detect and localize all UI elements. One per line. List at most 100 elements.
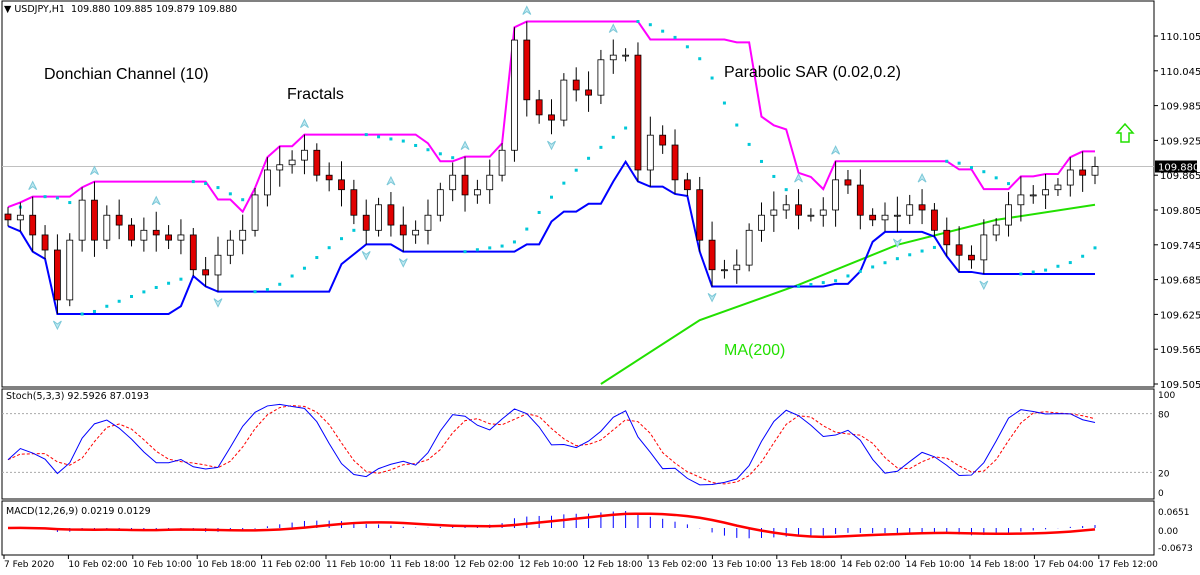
- bull-candle: [239, 229, 247, 241]
- sar-dot: [401, 139, 405, 143]
- sar-dot: [204, 181, 208, 185]
- bull-candle: [276, 164, 284, 171]
- sar-dot: [685, 45, 689, 49]
- bear-candle: [325, 174, 333, 181]
- time-tick-label: 12 Feb 18:00: [584, 560, 643, 570]
- fractal-up-icon: [831, 145, 841, 155]
- bull-candle: [745, 229, 753, 266]
- dropdown-triangle-icon[interactable]: ▼: [4, 4, 12, 15]
- sar-dot: [636, 20, 640, 23]
- bull-candle: [622, 54, 630, 57]
- sar-dot: [994, 176, 998, 180]
- time-tick-label: 11 Feb 18:00: [390, 560, 449, 570]
- time-tick-label: 14 Feb 10:00: [906, 560, 965, 570]
- fractal-up-icon: [300, 118, 309, 128]
- bear-candle: [1079, 169, 1087, 176]
- sar-dot: [438, 152, 442, 156]
- stoch-main-line: [7, 403, 1096, 486]
- bear-candle: [399, 224, 407, 236]
- sar-dot: [105, 304, 109, 308]
- sar-dot: [871, 265, 875, 269]
- stoch-tick-label: 20: [1158, 469, 1170, 479]
- macd-tick-label: 0.00: [1158, 527, 1178, 537]
- bull-candle: [733, 264, 741, 271]
- bull-candle: [1091, 166, 1099, 176]
- bull-candle: [226, 239, 234, 256]
- time-tick-label: 10 Feb 18:00: [197, 560, 256, 570]
- sar-dot: [142, 290, 146, 294]
- sar-dot: [253, 290, 257, 294]
- bear-candle: [4, 213, 12, 221]
- fractal-up-icon: [522, 5, 532, 15]
- fractal-up-icon: [90, 165, 99, 175]
- sar-dot: [167, 281, 171, 285]
- sar-dot: [55, 196, 59, 200]
- sar-dot: [426, 148, 430, 152]
- sar-dot: [550, 195, 553, 199]
- bear-candle: [115, 214, 123, 226]
- bull-candle: [436, 189, 444, 216]
- time-tick-label: 11 Feb 10:00: [326, 560, 385, 570]
- bull-candle: [78, 199, 86, 241]
- sar-dot: [537, 210, 541, 214]
- sar-dot: [525, 227, 529, 231]
- bull-candle: [819, 209, 827, 216]
- bull-candle: [992, 224, 1000, 236]
- bear-candle: [943, 229, 951, 246]
- bear-candle: [572, 79, 580, 91]
- bear-candle: [165, 234, 172, 241]
- stoch-signal-line: [7, 405, 1096, 485]
- sar-dot: [908, 253, 912, 257]
- sar-dot: [377, 135, 381, 139]
- bull-candle: [807, 214, 815, 217]
- sar-dot: [846, 274, 850, 278]
- bear-candle: [41, 234, 49, 251]
- fractal-up-icon: [151, 195, 161, 206]
- sar-dot: [932, 245, 936, 249]
- fractals-annotation: Fractals: [287, 86, 344, 103]
- sar-dot: [364, 133, 368, 137]
- price-tick-label: 109.985: [1160, 102, 1200, 113]
- fractal-up-icon: [28, 180, 38, 191]
- fractal-down-icon: [361, 250, 371, 261]
- bull-candle: [424, 214, 432, 231]
- bull-candle: [263, 169, 271, 196]
- fractal-up-icon: [608, 23, 618, 33]
- fractal-down-icon: [213, 298, 223, 308]
- fractal-down-icon: [52, 320, 62, 331]
- sar-dot: [228, 192, 232, 196]
- time-tick-label: 17 Feb 04:00: [1034, 560, 1093, 570]
- bear-candle: [856, 184, 864, 216]
- price-tick-label: 110.045: [1160, 67, 1200, 78]
- bear-candle: [128, 224, 135, 241]
- macd-signal-line: [7, 512, 1096, 539]
- sar-dot: [1019, 272, 1023, 276]
- price-tick-label: 109.505: [1160, 380, 1200, 391]
- sar-dot: [1081, 254, 1085, 258]
- sar-dot: [1093, 246, 1097, 250]
- bull-candle: [511, 39, 518, 151]
- bull-candle: [832, 179, 840, 211]
- time-tick-label: 12 Feb 02:00: [455, 560, 514, 570]
- fractal-down-icon: [707, 293, 717, 303]
- price-tick-label: 109.805: [1160, 206, 1200, 217]
- sar-dot: [191, 180, 195, 184]
- sar-dot: [809, 282, 813, 286]
- fractal-down-icon: [892, 238, 902, 249]
- price-tick-label: 109.685: [1160, 276, 1200, 287]
- ma-annotation: MA(200): [724, 342, 786, 359]
- sar-dot: [92, 309, 96, 313]
- bull-candle: [758, 214, 765, 231]
- bear-candle: [313, 149, 321, 176]
- price-tick-label: 109.625: [1160, 310, 1200, 321]
- ma200-line: [600, 203, 1096, 385]
- sar-dot: [982, 170, 986, 174]
- bull-candle: [301, 149, 308, 161]
- sar-dot: [574, 168, 578, 172]
- bull-candle: [140, 229, 148, 241]
- donchian-upper-line: [7, 20, 1095, 214]
- sar-dot: [463, 250, 467, 254]
- bear-candle: [91, 199, 98, 241]
